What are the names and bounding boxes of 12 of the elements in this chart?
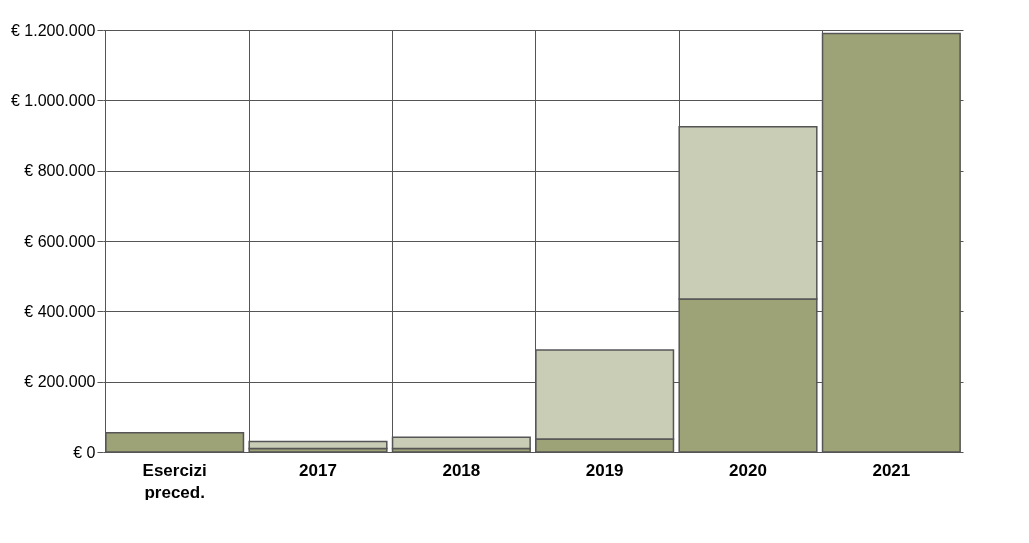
x-tick-label: 2021 [872,460,911,480]
y-tick-label: € 400.000 [24,302,96,320]
x-tick-label: 2020 [729,460,767,480]
y-tick-label: € 800.000 [24,162,96,180]
x-tick-label: 2019 [585,460,624,480]
y-tick-label: € 1.200.000 [10,21,96,39]
y-tick-label: € 0 [73,443,96,461]
y-tick-label: € 200.000 [24,373,96,391]
y-tick-label: € 600.000 [24,232,96,250]
x-tick-label: 2017 [299,460,337,480]
y-tick-label: € 1.000.000 [10,91,96,109]
x-tick-label: 2018 [442,460,481,480]
